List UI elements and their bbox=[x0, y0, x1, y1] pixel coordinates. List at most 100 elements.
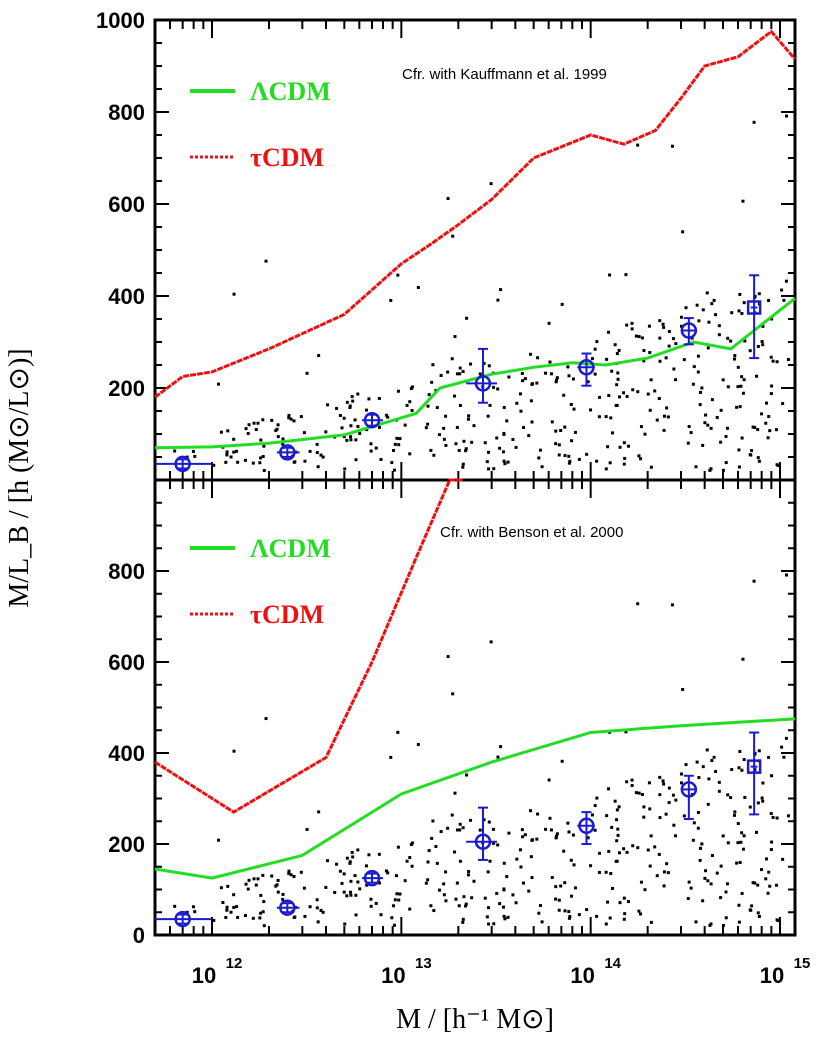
galaxy-point bbox=[261, 873, 265, 877]
galaxy-point bbox=[704, 413, 708, 417]
galaxy-point bbox=[570, 439, 574, 443]
galaxy-point bbox=[767, 870, 771, 874]
galaxy-point bbox=[586, 380, 590, 384]
galaxy-point bbox=[535, 837, 539, 841]
galaxy-point bbox=[426, 404, 430, 408]
galaxy-point bbox=[264, 717, 268, 721]
galaxy-point bbox=[608, 273, 612, 277]
galaxy-point bbox=[287, 871, 291, 875]
galaxy-point bbox=[469, 362, 473, 366]
galaxy-point bbox=[353, 874, 357, 878]
galaxy-point bbox=[469, 818, 473, 822]
galaxy-point bbox=[244, 427, 248, 431]
galaxy-point bbox=[251, 461, 255, 465]
galaxy-point bbox=[374, 446, 378, 450]
galaxy-point bbox=[446, 826, 450, 830]
galaxy-point bbox=[432, 909, 436, 913]
galaxy-point bbox=[648, 351, 652, 355]
galaxy-point bbox=[671, 793, 675, 797]
galaxy-point bbox=[466, 417, 470, 421]
galaxy-point bbox=[390, 916, 394, 920]
x-tick-label-exponent: 15 bbox=[794, 955, 811, 972]
observed-point bbox=[680, 317, 698, 346]
galaxy-point bbox=[482, 818, 486, 822]
galaxy-point bbox=[305, 371, 309, 375]
galaxy-point bbox=[502, 459, 506, 463]
galaxy-point bbox=[498, 446, 502, 450]
galaxy-point bbox=[780, 745, 784, 749]
galaxy-point bbox=[219, 886, 223, 890]
galaxy-point bbox=[446, 370, 450, 374]
galaxy-point bbox=[315, 451, 319, 455]
galaxy-point bbox=[658, 816, 662, 820]
galaxy-point bbox=[686, 441, 690, 445]
galaxy-point bbox=[585, 452, 589, 456]
galaxy-point bbox=[706, 802, 710, 806]
galaxy-point bbox=[648, 807, 652, 811]
galaxy-point bbox=[457, 904, 461, 908]
galaxy-point bbox=[610, 825, 614, 829]
galaxy-point bbox=[666, 871, 670, 875]
galaxy-point bbox=[736, 385, 740, 389]
x-axis-label: M / [h⁻¹ M⊙] bbox=[396, 1004, 554, 1035]
galaxy-point bbox=[566, 821, 570, 825]
galaxy-point bbox=[557, 443, 561, 447]
galaxy-point bbox=[432, 453, 436, 457]
bottom-panel-ticks bbox=[154, 479, 795, 936]
galaxy-point bbox=[681, 688, 685, 692]
galaxy-point bbox=[570, 894, 574, 898]
galaxy-point bbox=[262, 900, 266, 904]
galaxy-point bbox=[281, 437, 285, 441]
galaxy-point bbox=[405, 859, 409, 863]
galaxy-point bbox=[389, 298, 393, 302]
galaxy-point bbox=[756, 344, 760, 348]
galaxy-point bbox=[442, 437, 446, 441]
galaxy-point bbox=[647, 324, 651, 328]
galaxy-point bbox=[212, 463, 216, 467]
galaxy-point bbox=[232, 749, 236, 753]
galaxy-point bbox=[246, 887, 250, 891]
galaxy-point bbox=[615, 352, 619, 356]
galaxy-point bbox=[707, 320, 711, 324]
galaxy-point bbox=[597, 870, 601, 874]
galaxy-point bbox=[710, 398, 714, 402]
galaxy-point bbox=[710, 302, 714, 306]
galaxy-point bbox=[761, 799, 765, 803]
galaxy-point bbox=[488, 403, 492, 407]
galaxy-point bbox=[622, 917, 626, 921]
galaxy-point bbox=[554, 429, 558, 433]
galaxy-point bbox=[764, 877, 768, 881]
galaxy-point bbox=[496, 298, 500, 302]
galaxy-point bbox=[639, 912, 643, 916]
galaxy-point bbox=[398, 892, 402, 896]
galaxy-point bbox=[684, 306, 688, 310]
galaxy-point bbox=[618, 445, 622, 449]
galaxy-point bbox=[604, 870, 608, 874]
galaxy-point bbox=[736, 841, 740, 845]
galaxy-point bbox=[281, 898, 285, 902]
galaxy-point bbox=[458, 403, 462, 407]
galaxy-point bbox=[527, 434, 531, 438]
galaxy-point bbox=[703, 876, 707, 880]
galaxy-point bbox=[225, 450, 229, 454]
galaxy-point bbox=[289, 873, 293, 877]
galaxy-point bbox=[319, 453, 323, 457]
galaxy-point bbox=[687, 425, 691, 429]
galaxy-point bbox=[573, 430, 577, 434]
galaxy-point bbox=[637, 335, 641, 339]
galaxy-point bbox=[562, 393, 566, 397]
galaxy-point bbox=[521, 379, 525, 383]
galaxy-point bbox=[726, 841, 730, 845]
galaxy-point bbox=[569, 402, 573, 406]
galaxy-point bbox=[538, 448, 542, 452]
galaxy-point bbox=[771, 359, 775, 363]
galaxy-point bbox=[518, 848, 522, 852]
galaxy-point bbox=[760, 868, 764, 872]
galaxy-point bbox=[549, 372, 553, 376]
galaxy-point bbox=[572, 863, 576, 867]
galaxy-point bbox=[224, 460, 228, 464]
galaxy-point bbox=[695, 303, 699, 307]
galaxy-point bbox=[616, 833, 620, 837]
bottom-panel-observed-points bbox=[155, 731, 762, 928]
galaxy-point bbox=[726, 426, 730, 430]
